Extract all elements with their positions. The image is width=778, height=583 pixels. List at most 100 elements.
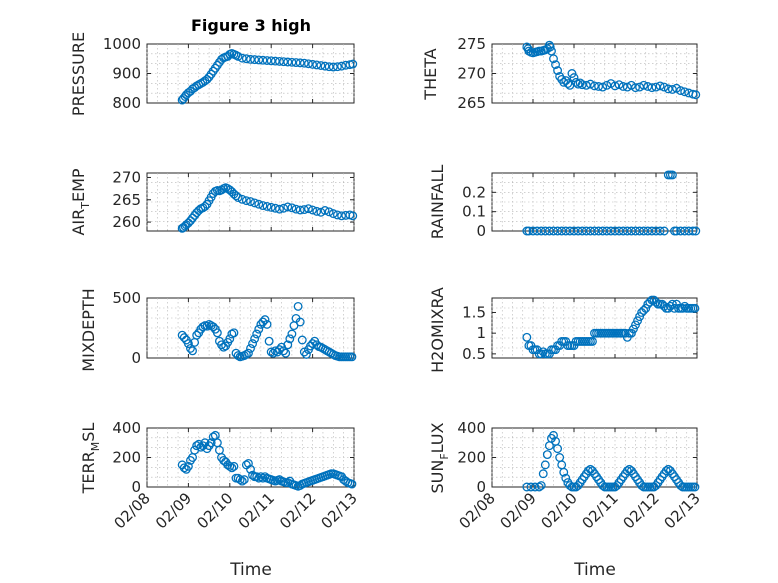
data-point (651, 297, 661, 307)
y-tick-label: 200 (457, 449, 486, 467)
data-point (225, 461, 235, 471)
data-point (233, 51, 243, 61)
data-point (633, 316, 642, 326)
data-point (237, 194, 247, 204)
data-point (248, 339, 258, 349)
data-point (270, 203, 280, 213)
data-point (237, 53, 247, 63)
data-point (639, 305, 649, 315)
y-tick-label: 400 (112, 419, 141, 437)
data-point (551, 60, 560, 70)
subplot-theta: THETA 265 270 275 (421, 35, 701, 112)
data-point (262, 319, 272, 329)
data-point (239, 475, 249, 485)
data-point (246, 54, 255, 64)
data-point (295, 58, 305, 68)
data-point (332, 62, 342, 72)
data-point (561, 473, 571, 483)
data-point (676, 481, 686, 490)
data-point (295, 317, 305, 327)
subplot-rainfall: RAINFALL 00.1 0.2 (428, 165, 701, 240)
data-point (641, 303, 651, 313)
ylabel-sun-flux: SUNFLUX (428, 422, 451, 493)
data-point (655, 81, 665, 91)
data-point (178, 222, 188, 232)
data-point (301, 349, 311, 359)
data-point (250, 198, 260, 208)
data-point (252, 472, 262, 482)
data-point (297, 335, 307, 345)
data-point (667, 299, 677, 309)
data-point (246, 197, 255, 207)
y-tick-label: 0 (476, 222, 486, 240)
data-point (186, 343, 195, 353)
data-point (308, 205, 318, 215)
data-point (192, 441, 202, 451)
y-tick-label: 265 (112, 191, 141, 209)
data-point (571, 77, 581, 87)
data-point (598, 82, 608, 92)
data-point (680, 301, 690, 311)
data-point (241, 196, 251, 206)
data-point (291, 58, 301, 68)
data-point (179, 463, 189, 473)
data-point (690, 303, 700, 313)
data-point (559, 467, 569, 477)
y-tick-label: 265 (457, 94, 486, 112)
data-point (227, 463, 237, 473)
data-point (266, 347, 276, 357)
data-point (588, 336, 597, 346)
data-point (348, 59, 358, 69)
data-point (347, 479, 357, 489)
ylabel-terr-msl: TERRMSL (79, 423, 102, 495)
y-tick-label: 260 (112, 213, 141, 231)
data-point (542, 450, 552, 459)
data-point (626, 328, 636, 338)
data-point (295, 205, 305, 215)
data-point (573, 79, 583, 89)
data-point (567, 69, 577, 78)
subplot-air-temp: AIRTEMP 260 265 270 (69, 168, 358, 236)
data-point (347, 352, 357, 362)
data-point (304, 204, 313, 214)
data-point (208, 322, 218, 332)
data-point (250, 55, 260, 65)
data-point (252, 329, 262, 339)
data-point (324, 207, 334, 217)
data-point (212, 328, 222, 338)
data-point (262, 56, 272, 65)
data-point (316, 61, 326, 70)
y-tick-label: 0.5 (462, 345, 486, 363)
data-point (299, 205, 309, 215)
data-point (258, 473, 268, 483)
ylabel-pressure: PRESSURE (69, 32, 88, 116)
data-point (575, 78, 585, 88)
data-point (614, 80, 624, 90)
y-tick-label: 270 (112, 168, 141, 186)
data-point (690, 482, 700, 492)
y-tick-label: 200 (112, 449, 141, 467)
data-point (241, 349, 251, 359)
data-point (534, 482, 544, 492)
data-point (563, 79, 573, 88)
y-tick-label: 900 (112, 65, 141, 83)
data-point (312, 206, 322, 216)
data-point (266, 202, 276, 212)
data-point (262, 202, 272, 211)
y-tick-label: 0 (476, 478, 486, 496)
data-point (275, 56, 284, 66)
data-point (254, 199, 264, 209)
data-point (206, 438, 216, 448)
data-point (324, 62, 334, 72)
data-point (293, 301, 303, 311)
data-point (283, 202, 293, 212)
data-point (631, 83, 640, 93)
data-point (254, 324, 264, 334)
data-point (270, 56, 280, 66)
data-point (266, 56, 276, 66)
y-tick-label: 400 (457, 419, 486, 437)
ylabel-mixdepth: MIXDEPTH (79, 288, 98, 371)
xlabel-left: Time (229, 560, 272, 580)
data-point (316, 207, 326, 217)
